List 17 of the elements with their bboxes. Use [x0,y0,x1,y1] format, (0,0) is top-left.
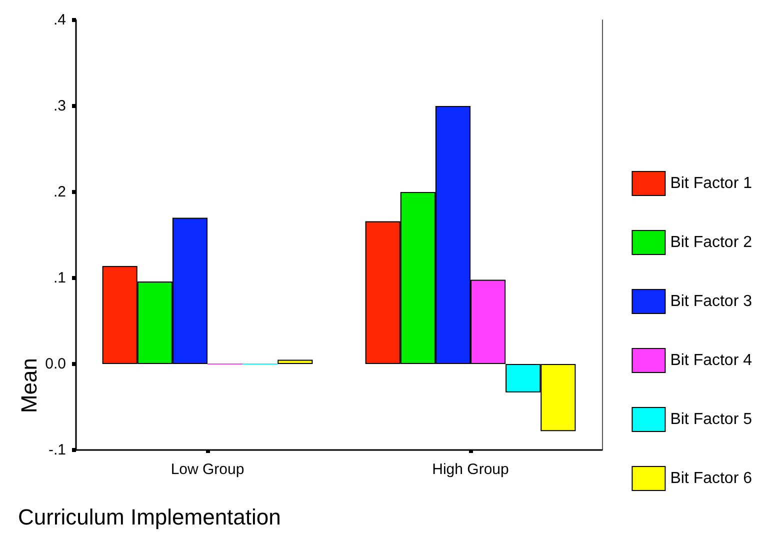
y-tick-label: .1 [53,270,66,286]
legend-label: Bit Factor 1 [670,175,752,192]
legend-label: Bit Factor 2 [670,234,752,251]
y-tick-label: .2 [53,184,66,200]
x-axis-title: Curriculum Implementation [18,504,281,530]
x-tick-label: High Group [432,461,509,478]
y-axis-title: Mean [16,358,42,413]
legend-label: Bit Factor 3 [670,293,752,310]
legend-label: Bit Factor 6 [670,470,752,487]
y-tick-label: .4 [53,12,66,28]
legend-label: Bit Factor 4 [670,352,752,369]
y-tick-label: .3 [53,98,66,114]
y-tick-label: -.1 [48,442,66,458]
y-tick-label: 0.0 [45,356,66,372]
x-tick-label: Low Group [170,461,244,478]
legend-label: Bit Factor 5 [670,411,752,428]
bar [278,360,313,364]
